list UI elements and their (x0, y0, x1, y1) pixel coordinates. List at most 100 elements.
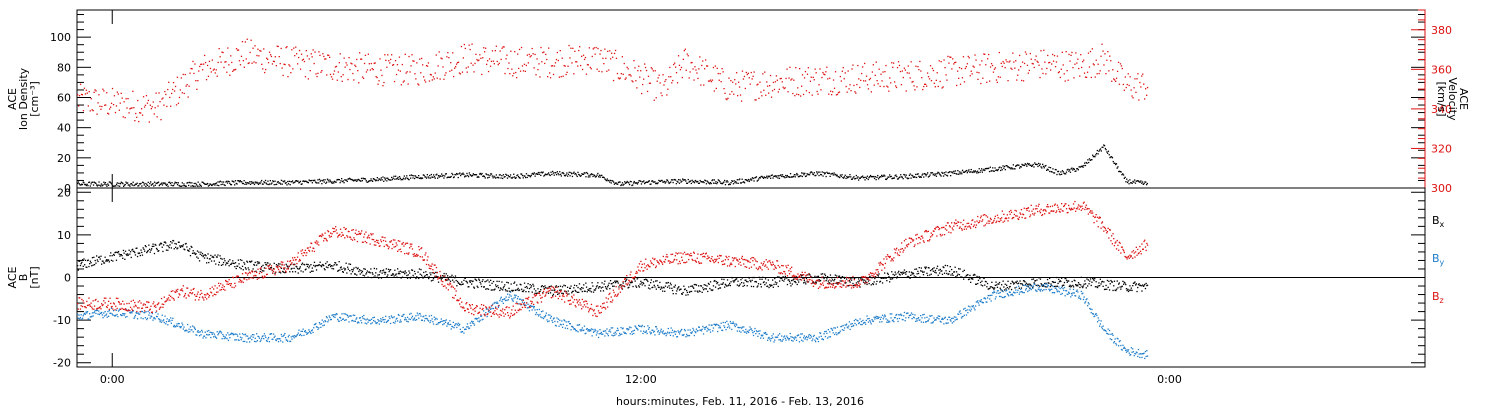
bx-point (363, 275, 366, 277)
velocity-point (1045, 73, 1047, 75)
bx-point (1008, 288, 1010, 290)
bx-point (904, 271, 906, 274)
density-point (185, 185, 187, 187)
velocity-point (271, 63, 274, 65)
bx-point (1063, 284, 1065, 286)
velocity-point (365, 71, 368, 73)
velocity-point (1084, 76, 1087, 78)
bx-point (728, 284, 730, 286)
density-point (98, 181, 100, 183)
velocity-point (237, 49, 240, 51)
bx-point (380, 277, 383, 279)
bx-point (745, 279, 747, 281)
by-point (564, 327, 566, 329)
bx-point (77, 269, 79, 271)
velocity-point (475, 53, 477, 55)
velocity-point (939, 80, 941, 83)
by-point (545, 312, 547, 314)
density-point (550, 171, 552, 173)
density-point (530, 174, 532, 177)
density-point (538, 173, 540, 175)
density-point (902, 178, 904, 180)
velocity-point (189, 72, 191, 74)
density-point (814, 175, 816, 177)
bx-point (439, 277, 441, 279)
velocity-point (440, 57, 442, 59)
by-point (301, 330, 304, 332)
velocity-point (681, 76, 683, 79)
density-point (799, 175, 801, 177)
velocity-point (1132, 97, 1134, 99)
density-point (1038, 162, 1040, 165)
bx-point (306, 263, 308, 265)
density-point (506, 177, 509, 179)
bx-point (1131, 289, 1133, 292)
bx-point (988, 288, 990, 290)
bx-point (640, 282, 643, 284)
velocity-point (791, 78, 793, 80)
bx-point (463, 279, 465, 281)
bx-point (617, 282, 619, 284)
by-point (410, 312, 412, 315)
bx-point (533, 285, 535, 287)
velocity-point (361, 58, 363, 60)
density-point (1099, 148, 1102, 150)
bx-point (1006, 286, 1008, 289)
bx-point (435, 271, 437, 274)
bx-point (402, 271, 404, 273)
density-point (858, 179, 860, 181)
velocity-point (156, 116, 158, 118)
by-point (614, 334, 616, 336)
bx-point (376, 276, 378, 278)
velocity-point (727, 97, 729, 99)
velocity-point (357, 70, 359, 72)
velocity-point (107, 112, 109, 114)
bx-point (1072, 284, 1074, 287)
bx-point (647, 280, 649, 283)
by-point (591, 335, 593, 337)
bx-point (304, 264, 306, 266)
density-point (1107, 150, 1110, 152)
velocity-point (734, 79, 736, 81)
bx-point (551, 289, 553, 291)
density-point (1065, 171, 1068, 173)
velocity-point (630, 75, 632, 77)
density-point (1030, 164, 1032, 166)
density-point (261, 183, 264, 185)
by-point (600, 333, 602, 335)
density-point (198, 185, 200, 187)
density-point (475, 174, 477, 176)
velocity-point (639, 76, 641, 78)
velocity-point (1125, 86, 1127, 89)
density-point (998, 167, 1000, 169)
density-point (115, 185, 117, 187)
velocity-point (1108, 70, 1110, 72)
by-point (180, 326, 182, 328)
by-point (576, 330, 578, 332)
bx-point (688, 291, 691, 293)
by-point (415, 315, 417, 317)
velocity-point (1104, 53, 1106, 55)
bx-point (622, 282, 624, 284)
density-point (765, 177, 767, 179)
bx-point (413, 276, 415, 278)
by-point (643, 325, 645, 328)
bx-point (818, 279, 820, 281)
bx-point (418, 268, 421, 270)
velocity-point (183, 92, 185, 95)
velocity-point (322, 53, 324, 55)
by-point (664, 332, 666, 335)
bx-point (460, 284, 462, 286)
velocity-point (634, 67, 636, 69)
density-point (97, 184, 99, 186)
bx-point (270, 267, 273, 269)
by-point (631, 331, 633, 333)
velocity-point (864, 62, 866, 65)
by-point (530, 305, 533, 308)
velocity-point (163, 104, 165, 106)
density-point (272, 180, 274, 182)
by-point (281, 335, 283, 338)
bx-point (1070, 286, 1072, 288)
bx-point (1092, 278, 1094, 280)
velocity-point (405, 72, 407, 74)
